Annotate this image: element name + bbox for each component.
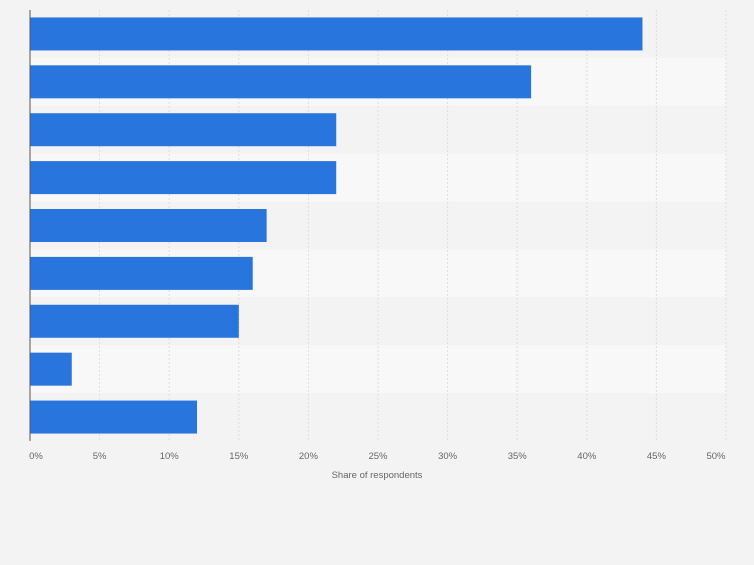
x-tick-label: 40% bbox=[577, 451, 597, 462]
x-tick-label: 5% bbox=[93, 451, 107, 462]
x-axis-label: Share of respondents bbox=[332, 470, 423, 481]
x-tick-label: 10% bbox=[160, 451, 180, 462]
bars bbox=[30, 17, 643, 434]
bar bbox=[30, 352, 72, 386]
bar bbox=[30, 209, 267, 242]
bar bbox=[30, 161, 337, 195]
bar bbox=[30, 17, 643, 51]
bar bbox=[30, 400, 198, 434]
x-tick-label: 45% bbox=[647, 451, 667, 462]
x-tick-label: 50% bbox=[706, 451, 726, 462]
x-tick-label: 35% bbox=[508, 451, 528, 462]
x-tick-label: 25% bbox=[368, 451, 388, 462]
bar bbox=[30, 304, 239, 338]
bar bbox=[30, 256, 253, 290]
x-tick-label: 20% bbox=[299, 451, 319, 462]
x-tick-labels: 0% 5% 10% 15% 20% 25% 30% 35% 40% 45% 50% bbox=[29, 451, 726, 462]
row-band bbox=[30, 345, 726, 394]
x-tick-label: 15% bbox=[229, 451, 249, 462]
bar bbox=[30, 113, 337, 147]
x-tick-label: 0% bbox=[29, 451, 43, 462]
bar bbox=[30, 65, 532, 99]
x-tick-label: 30% bbox=[438, 451, 458, 462]
